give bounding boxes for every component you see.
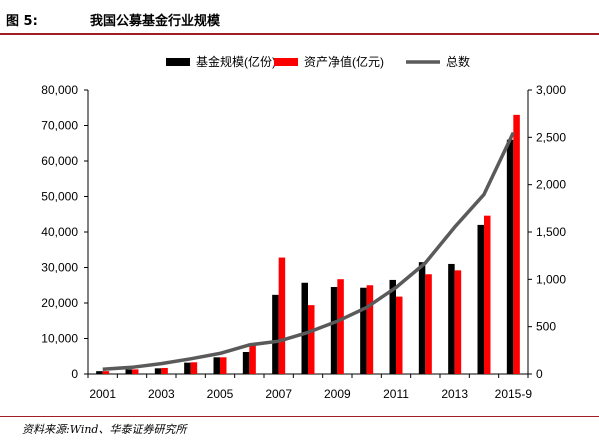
legend-fund-scale-label: 基金规模(亿份)	[196, 54, 276, 69]
bar-net-asset	[161, 367, 168, 374]
x-tick-label: 2009	[324, 387, 351, 401]
right-tick-label: 2,000	[536, 178, 566, 192]
bar-fund-scale	[96, 371, 103, 374]
right-tick-label: 1,000	[536, 272, 566, 286]
source-note: 资料来源:Wind、华泰证券研究所	[22, 423, 187, 436]
figure-number: 图 5:	[6, 14, 38, 29]
bar-net-asset	[278, 257, 286, 374]
bar-fund-scale	[389, 279, 396, 374]
right-tick-label: 2,500	[536, 130, 566, 144]
bar-fund-scale	[330, 287, 338, 374]
bar-fund-scale	[125, 369, 132, 374]
right-tick-label: 1,500	[536, 225, 566, 239]
bar-net-asset	[337, 279, 344, 374]
bar-net-asset	[220, 357, 227, 374]
left-tick-label: 70,000	[41, 119, 78, 133]
bar-net-asset	[249, 343, 256, 374]
bar-net-asset	[454, 270, 462, 374]
legend-total-count-label: 总数	[446, 54, 470, 69]
left-tick-label: 10,000	[41, 332, 78, 346]
right-tick-label: 500	[536, 320, 556, 334]
right-tick-label: 0	[536, 367, 543, 381]
bar-fund-scale	[418, 262, 426, 374]
bar-net-asset	[132, 369, 139, 374]
bar-net-asset	[366, 285, 374, 374]
left-tick-label: 60,000	[41, 154, 78, 168]
bar-fund-scale	[506, 139, 514, 374]
bar-fund-scale	[448, 263, 455, 374]
legend-fund-scale-swatch	[166, 58, 190, 66]
bar-fund-scale	[242, 351, 250, 374]
figure-title: 我国公募基金行业规模	[90, 14, 221, 29]
left-tick-label: 80,000	[41, 83, 78, 97]
bar-net-asset	[513, 114, 520, 374]
bar-net-asset	[190, 362, 198, 374]
left-tick-label: 50,000	[41, 190, 78, 204]
bar-fund-scale	[154, 368, 162, 374]
right-tick-label: 3,000	[536, 83, 566, 97]
footer-rule	[0, 416, 599, 417]
left-tick-label: 0	[71, 367, 78, 381]
x-tick-label: 2005	[207, 387, 234, 401]
bar-net-asset	[102, 371, 110, 374]
bar-net-asset	[484, 215, 491, 374]
bar-fund-scale	[272, 294, 279, 374]
legend-net-asset-swatch	[274, 58, 298, 66]
x-tick-label: 2015-9	[495, 387, 533, 401]
x-tick-label: 2011	[383, 387, 409, 401]
left-tick-label: 40,000	[41, 225, 78, 239]
bar-net-asset	[396, 296, 403, 374]
bar-fund-scale	[360, 287, 367, 374]
line-total-count	[102, 131, 515, 371]
legend-net-asset-label: 资产净值(亿元)	[304, 54, 384, 69]
x-tick-label: 2007	[265, 387, 292, 401]
left-tick-label: 30,000	[41, 261, 78, 275]
bar-fund-scale	[301, 282, 308, 374]
bar-net-asset	[425, 274, 432, 374]
x-tick-label: 2013	[441, 387, 468, 401]
bar-net-asset	[308, 305, 315, 374]
bar-fund-scale	[184, 362, 191, 374]
header-rule	[0, 33, 599, 35]
x-tick-label: 2001	[89, 387, 116, 401]
bar-fund-scale	[213, 357, 220, 374]
left-tick-label: 20,000	[41, 296, 78, 310]
x-tick-label: 2003	[148, 387, 175, 401]
bar-fund-scale	[477, 224, 484, 374]
figure-header: 图 5: 我国公募基金行业规模	[0, 0, 599, 34]
